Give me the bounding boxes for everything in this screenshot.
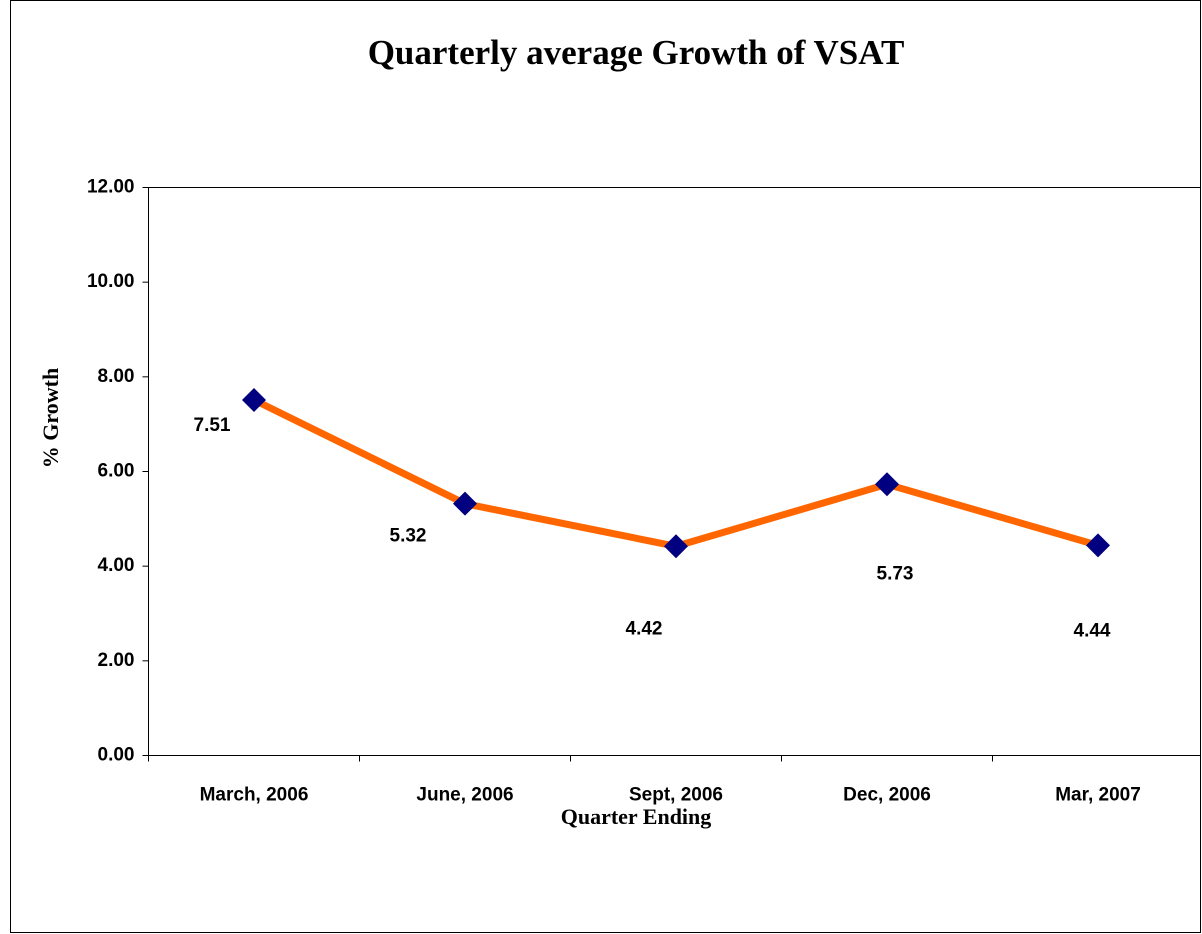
marker bbox=[242, 388, 266, 413]
y-tick-label: 2.00 bbox=[98, 650, 135, 671]
x-tick-label: Mar, 2007 bbox=[1055, 785, 1141, 806]
x-tick-label: Dec, 2006 bbox=[843, 785, 931, 806]
y-axis-label: % Growth bbox=[38, 368, 63, 468]
y-tick-label: 6.00 bbox=[98, 461, 135, 482]
x-tick-label: Sept, 2006 bbox=[629, 785, 723, 806]
data-label: 4.44 bbox=[1074, 620, 1111, 641]
y-tick-label: 0.00 bbox=[98, 745, 135, 766]
y-tick-label: 10.00 bbox=[87, 271, 135, 292]
marker bbox=[1086, 533, 1110, 558]
chart-title: Quarterly average Growth of VSAT bbox=[368, 33, 905, 72]
y-tick-label: 12.00 bbox=[87, 177, 135, 198]
line bbox=[252, 396, 1099, 550]
y-tick-label: 8.00 bbox=[98, 366, 135, 387]
x-tick-label: June, 2006 bbox=[416, 785, 513, 806]
plot-frame bbox=[148, 187, 1201, 756]
y-tick-label: 4.00 bbox=[98, 555, 135, 576]
chart-frame bbox=[10, 0, 1201, 933]
x-axis-label: Quarter Ending bbox=[561, 804, 712, 829]
marker bbox=[875, 472, 899, 497]
marker bbox=[453, 491, 477, 516]
data-label: 4.42 bbox=[626, 618, 663, 639]
data-label: 7.51 bbox=[194, 415, 231, 436]
marker bbox=[664, 534, 688, 559]
x-tick-label: March, 2006 bbox=[200, 785, 309, 806]
data-label: 5.73 bbox=[877, 563, 914, 584]
data-label: 5.32 bbox=[390, 526, 427, 547]
